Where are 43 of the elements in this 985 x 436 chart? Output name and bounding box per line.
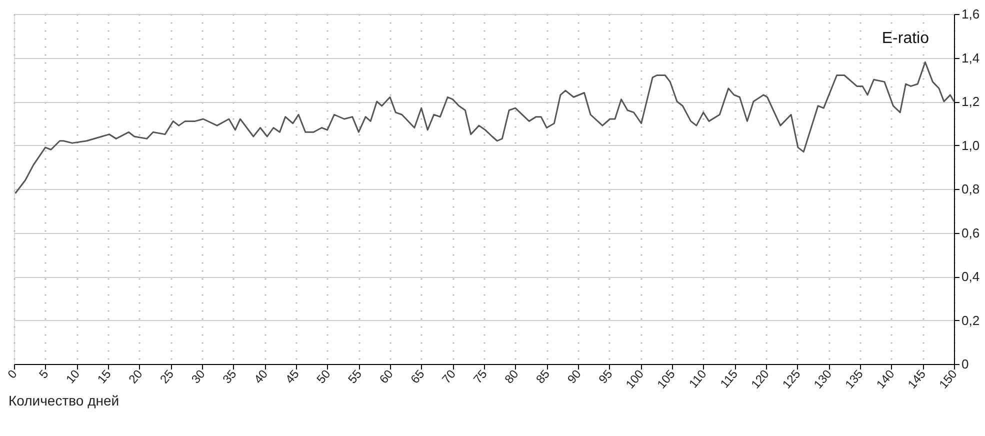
x-tick-label: 145	[904, 366, 929, 392]
x-tick-label: 90	[564, 366, 584, 386]
y-tick-label: 0,2	[962, 312, 980, 328]
x-tick-label: 100	[622, 366, 647, 392]
x-tick-label: 85	[533, 366, 553, 386]
x-tick-label: 55	[345, 366, 365, 386]
x-tick-label: 75	[470, 366, 490, 386]
x-tick-label: 130	[810, 366, 835, 392]
x-tick-label: 80	[502, 366, 522, 386]
x-tick-label: 140	[874, 366, 898, 392]
x-tick-label: 125	[780, 366, 804, 392]
x-tick-label: 115	[718, 366, 741, 391]
x-tick-label: 0	[4, 366, 20, 382]
x-tick-label: 30	[188, 366, 208, 386]
x-tick-label: 50	[314, 366, 334, 386]
y-tick-label: 0	[962, 356, 969, 372]
x-tick-label: 10	[63, 366, 83, 386]
x-tick-label: 40	[251, 366, 271, 386]
x-tick-label: 15	[94, 366, 114, 386]
y-tick-label: 1,0	[962, 138, 980, 153]
x-tick-label: 135	[842, 366, 866, 392]
x-tick-label: 45	[282, 366, 302, 386]
x-tick-label: 95	[596, 366, 616, 386]
y-tick-label: 0,4	[962, 269, 980, 284]
y-tick-label: 1,6	[962, 6, 980, 22]
y-tick-label: 0,8	[962, 182, 980, 196]
x-tick-label: 25	[157, 366, 177, 386]
x-tick-label: 5	[36, 366, 52, 382]
line-series	[14, 61, 955, 194]
x-tick-label: 120	[748, 366, 772, 392]
x-tick-label: 110	[686, 366, 710, 391]
x-tick-label: 35	[220, 366, 240, 386]
x-tick-label: 150	[936, 366, 960, 392]
y-tick-label: 0,6	[962, 225, 980, 240]
x-tick-label: 20	[126, 366, 146, 386]
x-tick-label: 70	[439, 366, 459, 386]
x-tick-label: 60	[376, 366, 396, 386]
x-tick-label: 105	[654, 366, 678, 392]
y-tick-label: 1,4	[962, 50, 980, 66]
x-tick-label: 65	[408, 366, 428, 386]
x-axis-title: Количество дней	[8, 392, 120, 409]
y-tick-label: 1,2	[962, 94, 980, 109]
series-label: E-ratio	[882, 30, 930, 47]
